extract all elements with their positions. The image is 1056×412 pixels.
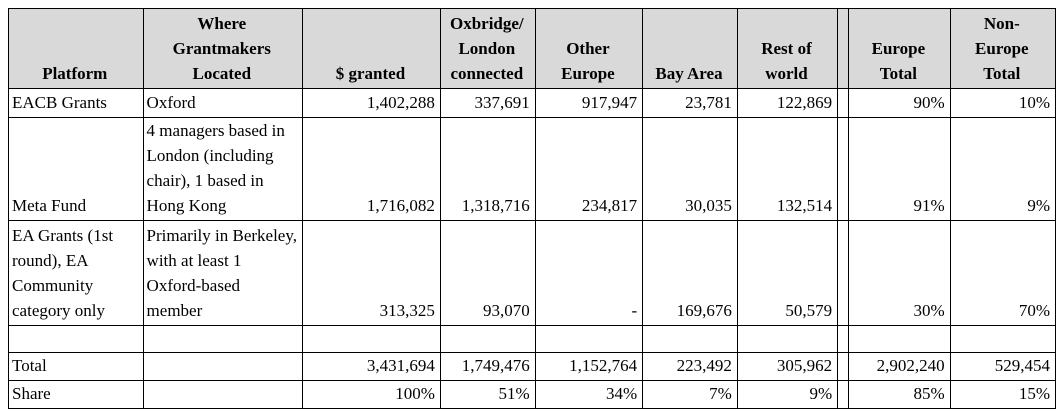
col-header-rest-of-world: Rest of world [736, 8, 839, 89]
cell-granted: 1,402,288 [302, 88, 441, 118]
cell-granted: 100% [302, 380, 441, 409]
col-header-other-europe: Other Europe [534, 8, 644, 89]
cell-platform: EACB Grants [8, 88, 144, 118]
row-ea-grants: EA Grants (1st round), EA Community cate… [8, 220, 1056, 326]
cell-bay-area: 30,035 [642, 117, 738, 221]
col-header-platform: Platform [8, 8, 144, 89]
cell-where: Oxford [142, 88, 304, 118]
cell-europe-total: 30% [848, 220, 951, 326]
col-header-bay-area: Bay Area [642, 8, 738, 89]
cell-non-europe-total: 15% [949, 380, 1056, 409]
col-header-dollars-granted: $ granted [302, 8, 441, 89]
cell-rest-of-world: 305,962 [736, 352, 839, 381]
row-total: Total 3,431,694 1,749,476 1,152,764 223,… [8, 352, 1056, 381]
separator-column [837, 117, 850, 221]
cell-where: 4 managers based in London (including ch… [142, 117, 304, 221]
row-eacb-grants: EACB Grants Oxford 1,402,288 337,691 917… [8, 88, 1056, 118]
cell-rest-of-world: 50,579 [736, 220, 839, 326]
col-header-europe-total: Europe Total [848, 8, 951, 89]
cell-oxbridge: 1,318,716 [439, 117, 536, 221]
separator-column [837, 352, 850, 381]
cell-bay-area: 23,781 [642, 88, 738, 118]
cell-europe-total: 2,902,240 [848, 352, 951, 381]
cell-other-europe: - [534, 220, 644, 326]
cell-oxbridge: 1,749,476 [439, 352, 536, 381]
col-header-non-europe-total: Non- Europe Total [949, 8, 1056, 89]
grants-by-location-table: Platform Where Grantmakers Located $ gra… [8, 8, 1056, 409]
cell-non-europe-total: 70% [949, 220, 1056, 326]
cell-non-europe-total: 9% [949, 117, 1056, 221]
separator-column [837, 380, 850, 409]
cell-rest-of-world [736, 325, 839, 353]
cell-other-europe: 234,817 [534, 117, 644, 221]
cell-rest-of-world: 132,514 [736, 117, 839, 221]
cell-where [142, 325, 304, 353]
cell-granted: 3,431,694 [302, 352, 441, 381]
cell-where: Primarily in Berkeley, with at least 1 O… [142, 220, 304, 326]
separator-column [837, 8, 850, 89]
cell-europe-total [848, 325, 951, 353]
cell-where [142, 380, 304, 409]
header-row: Platform Where Grantmakers Located $ gra… [8, 8, 1056, 89]
cell-granted: 1,716,082 [302, 117, 441, 221]
cell-other-europe: 1,152,764 [534, 352, 644, 381]
cell-rest-of-world: 9% [736, 380, 839, 409]
cell-other-europe: 917,947 [534, 88, 644, 118]
cell-bay-area: 169,676 [642, 220, 738, 326]
cell-platform: Total [8, 352, 144, 381]
cell-bay-area [642, 325, 738, 353]
row-meta-fund: Meta Fund 4 managers based in London (in… [8, 117, 1056, 221]
cell-oxbridge: 51% [439, 380, 536, 409]
cell-europe-total: 85% [848, 380, 951, 409]
cell-oxbridge: 93,070 [439, 220, 536, 326]
cell-rest-of-world: 122,869 [736, 88, 839, 118]
cell-europe-total: 90% [848, 88, 951, 118]
cell-oxbridge [439, 325, 536, 353]
cell-other-europe: 34% [534, 380, 644, 409]
col-header-oxbridge-london-connected: Oxbridge/ London connected [439, 8, 536, 89]
cell-bay-area: 7% [642, 380, 738, 409]
cell-platform: EA Grants (1st round), EA Community cate… [8, 220, 144, 326]
separator-column [837, 88, 850, 118]
cell-platform [8, 325, 144, 353]
cell-non-europe-total [949, 325, 1056, 353]
cell-platform: Share [8, 380, 144, 409]
separator-column [837, 325, 850, 353]
cell-oxbridge: 337,691 [439, 88, 536, 118]
cell-other-europe [534, 325, 644, 353]
cell-platform: Meta Fund [8, 117, 144, 221]
cell-non-europe-total: 10% [949, 88, 1056, 118]
separator-column [837, 220, 850, 326]
cell-granted: 313,325 [302, 220, 441, 326]
cell-granted [302, 325, 441, 353]
cell-non-europe-total: 529,454 [949, 352, 1056, 381]
col-header-where-grantmakers-located: Where Grantmakers Located [142, 8, 304, 89]
cell-where [142, 352, 304, 381]
cell-europe-total: 91% [848, 117, 951, 221]
cell-bay-area: 223,492 [642, 352, 738, 381]
row-share: Share 100% 51% 34% 7% 9% 85% 15% [8, 380, 1056, 409]
row-spacer [8, 325, 1056, 353]
